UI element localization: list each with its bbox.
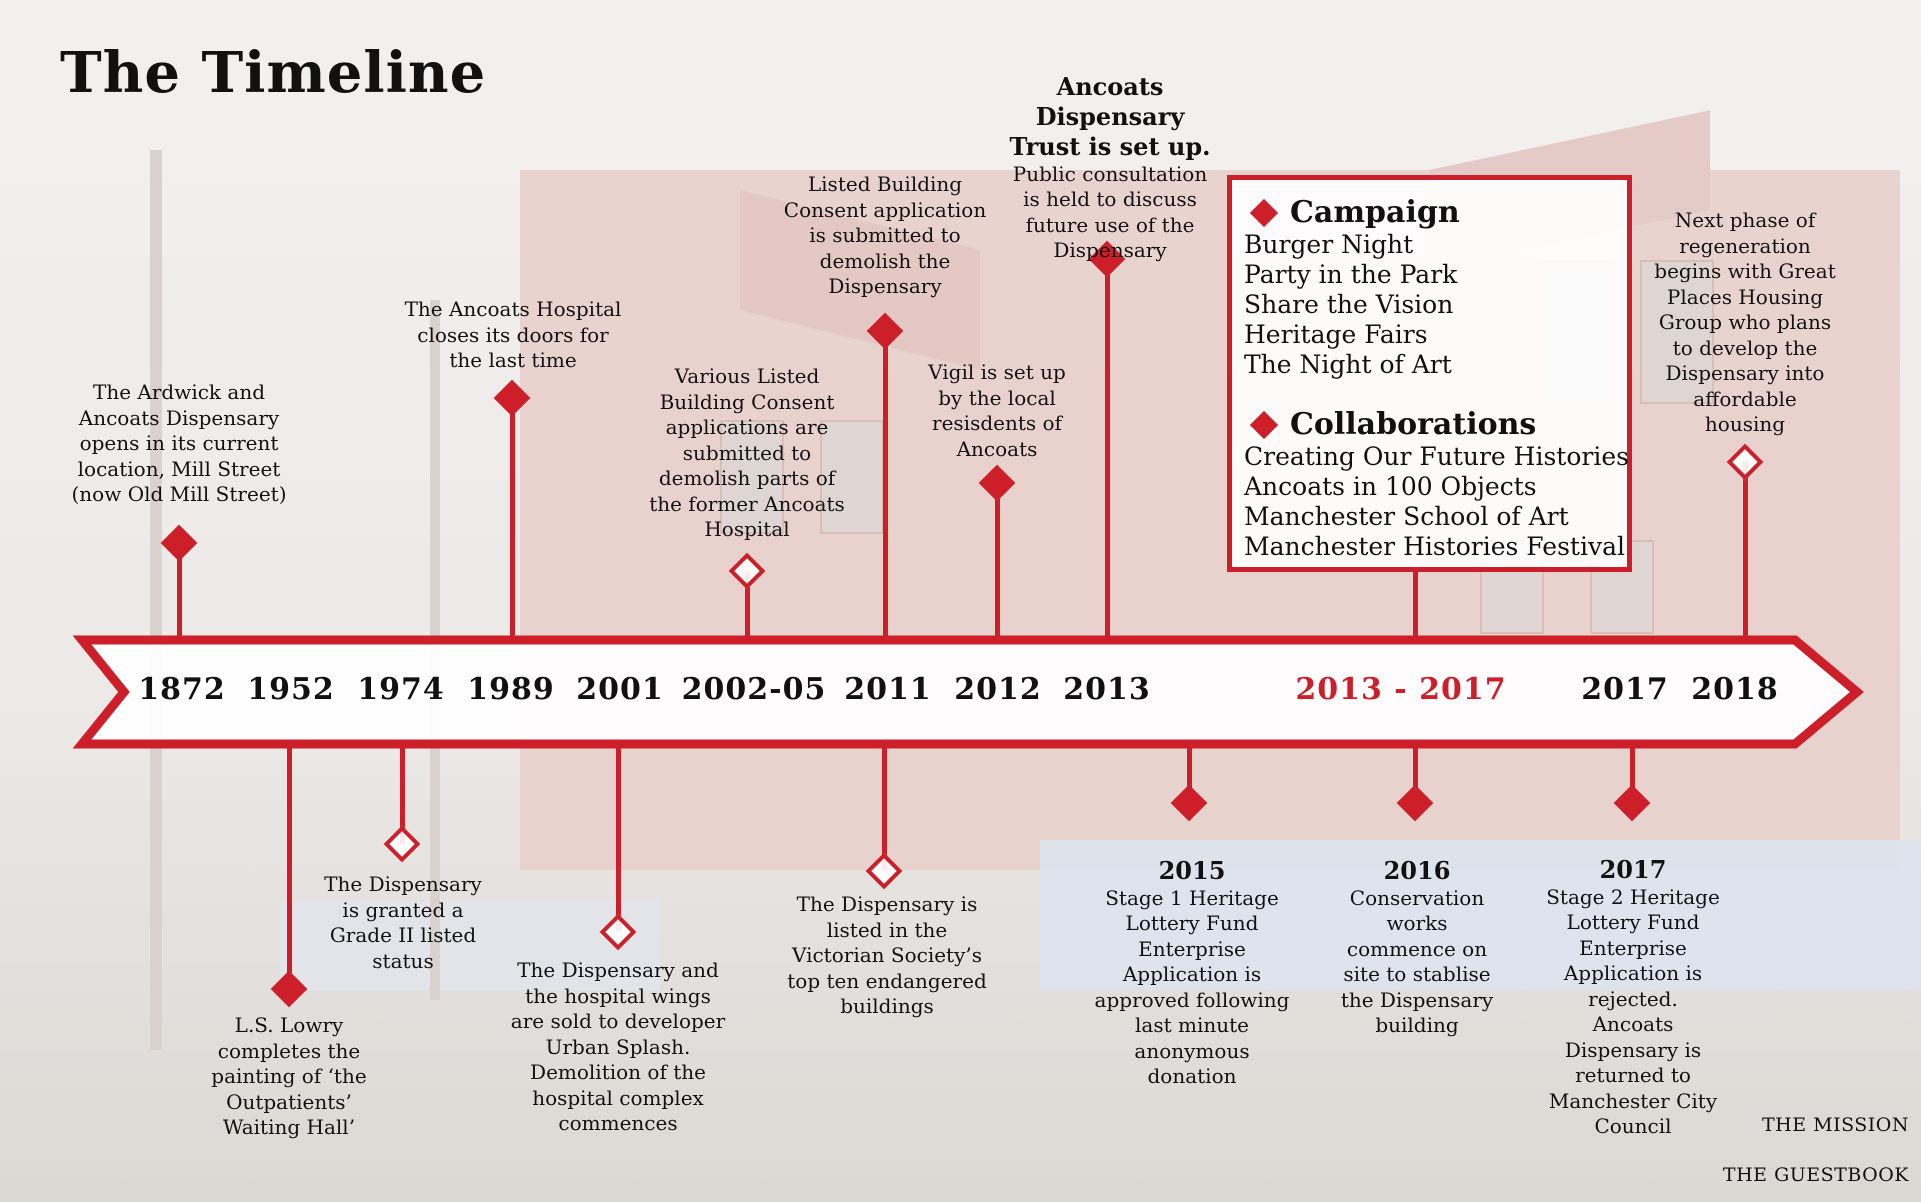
connector-2015 <box>1186 741 1192 801</box>
connector-2018 <box>1742 462 1748 643</box>
year-label: 2018 <box>1691 672 1779 707</box>
year-label: 2011 <box>844 672 932 707</box>
collaboration-item: Manchester Histories Festival <box>1244 532 1625 561</box>
collaborations-list: Creating Our Future Histories Ancoats in… <box>1244 442 1629 562</box>
event-2011: Listed Building Consent application is s… <box>783 172 987 298</box>
mission-link[interactable]: THE MISSION <box>1761 1114 1909 1136</box>
year-label: 2017 <box>1581 672 1669 707</box>
event-2015-text: Stage 1 Heritage Lottery Fund Enterprise… <box>1094 885 1290 1089</box>
diamond-bullet-icon <box>1249 198 1279 228</box>
event-2018: Next phase of regeneration begins with G… <box>1654 208 1836 436</box>
connector-2011 <box>882 330 888 643</box>
event-2011-listed: The Dispensary is listed in the Victoria… <box>787 892 987 1018</box>
connector-1974 <box>399 741 405 844</box>
event-1989: The Ancoats Hospital closes its doors fo… <box>404 297 622 372</box>
collaboration-item: Ancoats in 100 Objects <box>1244 472 1537 501</box>
year-label: 2002-05 <box>681 672 827 707</box>
year-label: 1872 <box>138 672 226 707</box>
page-title: The Timeline <box>60 40 487 106</box>
collaborations-heading: Collaborations <box>1244 408 1627 442</box>
collaboration-item: Creating Our Future Histories <box>1244 442 1629 471</box>
year-label-campaign: 2013 - 2017 <box>1295 672 1507 707</box>
event-2013-text: Public consultation is held to discuss f… <box>1012 161 1208 263</box>
connector-2017 <box>1629 741 1635 801</box>
year-label: 1952 <box>247 672 335 707</box>
year-label: 1974 <box>357 672 445 707</box>
background-hoarding <box>1040 840 1920 990</box>
collaboration-item: Manchester School of Art <box>1244 502 1569 531</box>
event-2012: Vigil is set up by the local resisdents … <box>928 360 1066 461</box>
year-label: 2012 <box>954 672 1042 707</box>
event-2013-heading: Ancoats Dispensary Trust is set up. <box>1009 71 1211 161</box>
background-window <box>720 420 784 534</box>
connector-2011-listed <box>881 741 887 871</box>
connector-2013 <box>1104 260 1110 643</box>
campaign-heading: Campaign <box>1244 196 1627 230</box>
campaign-item: Burger Night <box>1244 230 1414 259</box>
event-2016-text: Conservation works commence on site to s… <box>1340 885 1494 1038</box>
year-label: 2013 <box>1063 672 1151 707</box>
campaign-collaborations-box: Campaign Burger Night Party in the Park … <box>1227 175 1632 572</box>
event-1974: The Dispensary is granted a Grade II lis… <box>324 872 482 973</box>
event-2015-year: 2015 <box>1158 855 1226 885</box>
diamond-bullet-icon <box>1249 410 1279 440</box>
connector-1989 <box>509 400 515 643</box>
year-label: 2001 <box>576 672 664 707</box>
event-2017-text: Stage 2 Heritage Lottery Fund Enterprise… <box>1546 884 1720 1139</box>
campaign-item: Party in the Park <box>1244 260 1458 289</box>
connector-2012 <box>994 483 1000 643</box>
connector-campaign <box>1412 572 1418 643</box>
event-2001: The Dispensary and the hospital wings ar… <box>510 958 726 1135</box>
connector-2002-05 <box>744 573 750 643</box>
background-hoarding <box>280 900 660 990</box>
connector-1952 <box>286 741 292 989</box>
event-2017-year: 2017 <box>1599 854 1667 884</box>
campaign-list: Burger Night Party in the Park Share the… <box>1244 230 1627 380</box>
campaign-item: The Night of Art <box>1244 350 1452 379</box>
guestbook-link[interactable]: THE GUESTBOOK <box>1722 1164 1909 1186</box>
campaign-item: Heritage Fairs <box>1244 320 1428 349</box>
year-label: 1989 <box>467 672 555 707</box>
event-2013: Ancoats Dispensary Trust is set up. Publi… <box>984 46 1236 264</box>
campaign-item: Share the Vision <box>1244 290 1454 319</box>
event-2016-year: 2016 <box>1383 855 1451 885</box>
event-1872: The Ardwick and Ancoats Dispensary opens… <box>71 380 287 506</box>
connector-2016 <box>1412 741 1418 801</box>
connector-2001 <box>615 741 621 931</box>
background-tree <box>150 150 162 1050</box>
event-2015: 2015 Stage 1 Heritage Lottery Fund Enterp… <box>1079 830 1305 1090</box>
event-2016: 2016 Conservation works commence on site … <box>1320 830 1514 1039</box>
event-2002-05: Various Listed Building Consent applicat… <box>649 364 845 541</box>
event-1952: L.S. Lowry completes the painting of ‘th… <box>211 1013 367 1139</box>
connector-1872 <box>176 543 182 643</box>
event-2017: 2017 Stage 2 Heritage Lottery Fund Enterp… <box>1528 829 1738 1140</box>
background-window <box>1640 260 1714 404</box>
